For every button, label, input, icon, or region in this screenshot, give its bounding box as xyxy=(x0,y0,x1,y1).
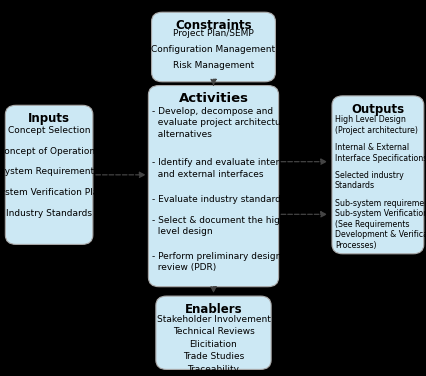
FancyBboxPatch shape xyxy=(148,86,278,287)
Text: Internal & External
Interface Specifications: Internal & External Interface Specificat… xyxy=(334,143,426,163)
Text: Project Plan/SEMP: Project Plan/SEMP xyxy=(173,29,253,38)
Text: High Level Design
(Project architecture): High Level Design (Project architecture) xyxy=(334,115,417,135)
Text: System Verification Plan: System Verification Plan xyxy=(0,188,104,197)
Text: Risk Management: Risk Management xyxy=(173,61,253,70)
Text: Industry Standards: Industry Standards xyxy=(6,209,92,218)
Text: Traceability: Traceability xyxy=(187,365,239,373)
Text: Concept Selection: Concept Selection xyxy=(8,126,90,135)
Text: - Perform preliminary design
  review (PDR): - Perform preliminary design review (PDR… xyxy=(152,252,280,272)
Text: - Develop, decompose and
  evaluate project architecture
  alternatives: - Develop, decompose and evaluate projec… xyxy=(152,108,289,138)
FancyBboxPatch shape xyxy=(151,12,275,82)
Text: System Requirements: System Requirements xyxy=(0,167,99,176)
Text: Enablers: Enablers xyxy=(184,303,242,316)
Text: Sub-system requirements
Sub-system Verification Plan
(See Requirements
Developme: Sub-system requirements Sub-system Verif… xyxy=(334,199,426,250)
Text: Activities: Activities xyxy=(178,92,248,105)
FancyBboxPatch shape xyxy=(6,105,93,244)
Text: Constraints: Constraints xyxy=(175,19,251,32)
Text: Stakeholder Involvement: Stakeholder Involvement xyxy=(156,315,270,324)
Text: Outputs: Outputs xyxy=(351,103,403,116)
FancyBboxPatch shape xyxy=(155,296,271,369)
Text: - Select & document the high
  level design: - Select & document the high level desig… xyxy=(152,216,285,236)
Text: Technical Reviews: Technical Reviews xyxy=(172,327,254,336)
Text: Selected industry
Standards: Selected industry Standards xyxy=(334,171,403,191)
Text: - Evaluate industry standards: - Evaluate industry standards xyxy=(152,195,285,203)
Text: Concept of Operations: Concept of Operations xyxy=(0,147,100,156)
Text: Elicitiation: Elicitiation xyxy=(189,340,237,349)
Text: - Identify and evaluate internal
  and external interfaces: - Identify and evaluate internal and ext… xyxy=(152,159,292,179)
FancyBboxPatch shape xyxy=(331,96,423,254)
Text: Configuration Management: Configuration Management xyxy=(151,45,275,54)
Text: Trade Studies: Trade Studies xyxy=(182,352,244,361)
Text: Inputs: Inputs xyxy=(28,112,70,125)
